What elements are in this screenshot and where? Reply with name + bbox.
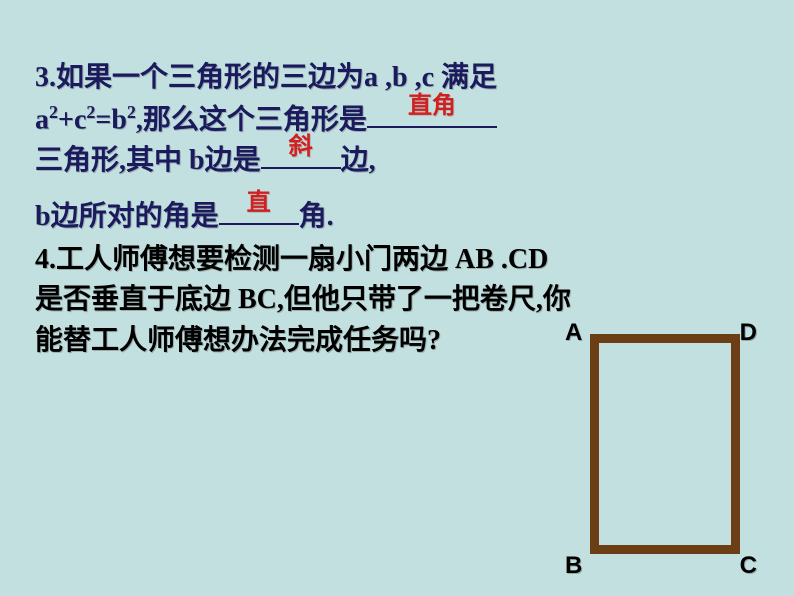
q3-blank3: 直 [219, 223, 299, 225]
q3-blank2: 斜 [261, 167, 341, 169]
q3-line3: 三角形,其中 b边是斜边, [35, 141, 764, 182]
slide-content: 3.如果一个三角形的三边为a ,b ,c 满足 a2+c2=b2,那么这个三角形… [0, 0, 794, 361]
q3-sup1: 2 [49, 102, 58, 122]
q3-line2: a2+c2=b2,那么这个三角形是直角 [35, 99, 764, 141]
q3-formula-b: =b [95, 104, 127, 135]
label-D: D [740, 319, 757, 347]
q3-text4: b边所对的角是 [35, 201, 219, 232]
q3-answer2: 斜 [289, 130, 313, 165]
label-C: C [740, 552, 757, 580]
q3-blank1: 直角 [367, 126, 497, 128]
q3-text3: 三角形,其中 b边是 [35, 145, 261, 176]
label-A: A [565, 319, 582, 347]
q3-answer3: 直 [247, 186, 271, 221]
q3-line1: 3.如果一个三角形的三边为a ,b ,c 满足 [35, 58, 764, 99]
q4-line1: 4.工人师傅想要检测一扇小门两边 AB .CD [35, 240, 764, 281]
q3-line4: b边所对的角是直角. [35, 197, 764, 238]
q4-text1: 4.工人师傅想要检测一扇小门两边 AB .CD [35, 244, 548, 275]
q3-text4b: 角. [299, 201, 334, 232]
q3-sup3: 2 [127, 102, 136, 122]
q3-text2: ,那么这个三角形是 [136, 104, 367, 135]
q3-formula-c: +c [58, 104, 86, 135]
door-diagram: A D B C [574, 324, 749, 574]
q4-line2: 是否垂直于底边 BC,但他只带了一把卷尺,你 [35, 280, 764, 321]
q3-answer1: 直角 [408, 89, 456, 124]
q4-text2: 是否垂直于底边 BC,但他只带了一把卷尺,你 [35, 284, 571, 315]
q4-text3: 能替工人师傅想办法完成任务吗? [35, 325, 441, 356]
door-rectangle [590, 334, 740, 554]
label-B: B [565, 552, 582, 580]
q3-formula-a: a [35, 104, 49, 135]
q3-text3b: 边, [341, 145, 376, 176]
